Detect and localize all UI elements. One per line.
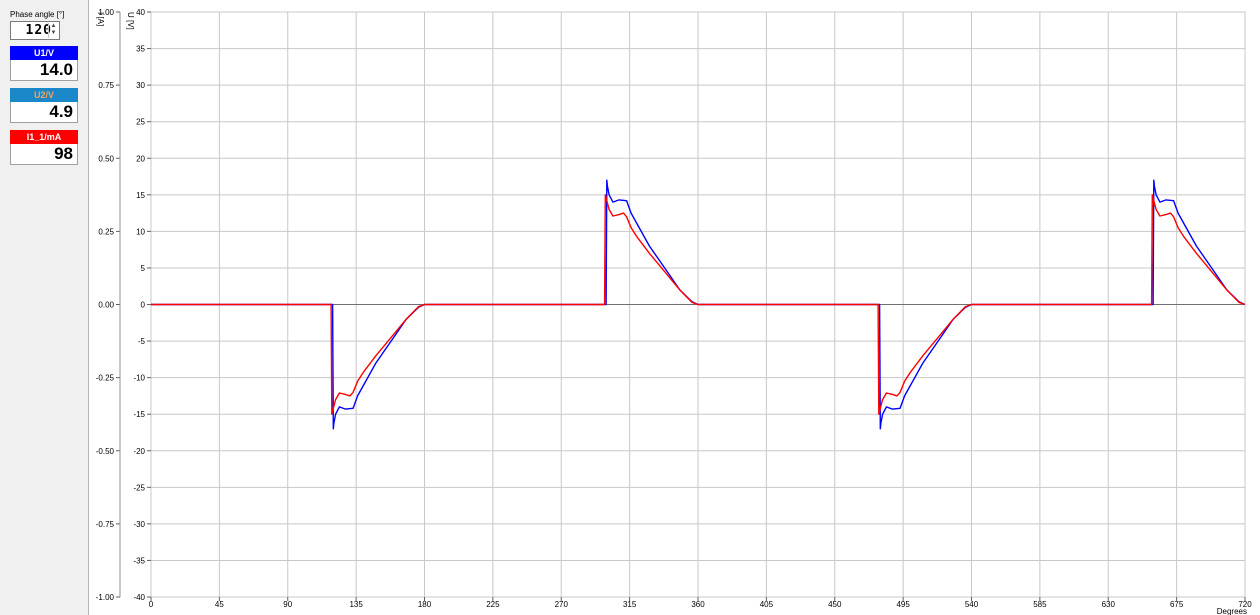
x-tick-label: 675 — [1170, 600, 1184, 609]
u-tick-label: 35 — [136, 45, 145, 54]
meter-i1-label: I1_1/mA — [10, 130, 78, 144]
x-tick-label: 405 — [760, 600, 774, 609]
sidebar: Phase angle [°] 120 ▲ ▼ U1/V 14.0 U2/V 4… — [0, 0, 89, 615]
x-tick-label: 495 — [896, 600, 910, 609]
i-tick-label: -0.50 — [96, 447, 115, 456]
i-tick-label: -0.75 — [96, 520, 115, 529]
meter-u2-label: U2/V — [10, 88, 78, 102]
x-tick-label: 90 — [283, 600, 292, 609]
u-tick-label: -5 — [138, 337, 146, 346]
u-tick-label: -20 — [133, 447, 145, 456]
series — [151, 179, 1246, 430]
u-tick-label: -30 — [133, 520, 145, 529]
x-tick-label: 540 — [965, 600, 979, 609]
i-tick-label: -1.00 — [96, 593, 115, 602]
u-tick-label: -25 — [133, 483, 145, 492]
x-tick-label: 180 — [418, 600, 432, 609]
x-tick-label: 720 — [1238, 600, 1252, 609]
x-tick-label: 135 — [349, 600, 363, 609]
i-tick-label: 1.00 — [98, 8, 114, 17]
meter-u1-label: U1/V — [10, 46, 78, 60]
x-tick-label: 270 — [555, 600, 569, 609]
i-tick-label: -0.25 — [96, 374, 115, 383]
u-tick-label: -35 — [133, 556, 145, 565]
u-tick-label: 5 — [141, 264, 146, 273]
meter-u1[interactable]: U1/V 14.0 — [10, 46, 78, 81]
u-tick-label: 10 — [136, 227, 145, 236]
i-axis-label: I [A] — [96, 12, 105, 26]
u-tick-label: -40 — [133, 593, 145, 602]
i-tick-label: 0.25 — [98, 227, 114, 236]
chart[interactable]: 0 45 90 135 180 225 270 315 360 405 450 495 540 585 63… — [88, 0, 1260, 615]
spin-up-icon[interactable]: ▲ — [50, 23, 57, 29]
u-tick-label: 0 — [141, 301, 146, 310]
meter-u2-value: 4.9 — [10, 102, 78, 123]
phase-angle-arrows[interactable]: ▲ ▼ — [48, 23, 58, 38]
u-tick-label: -10 — [133, 374, 145, 383]
x-axis-label: Degrees — [1217, 607, 1247, 615]
u-tick-label: -15 — [133, 410, 145, 419]
u-axis-label: U [V] — [126, 12, 135, 30]
x-tick-label: 225 — [486, 600, 500, 609]
u-tick-label: 40 — [136, 8, 145, 17]
u-tick-label: 20 — [136, 154, 145, 163]
x-tick-label: 585 — [1033, 600, 1047, 609]
u-tick-label: 25 — [136, 118, 145, 127]
spin-down-icon[interactable]: ▼ — [50, 30, 57, 36]
i-tick-label: 0.50 — [98, 154, 114, 163]
u-tick-label: 15 — [136, 191, 145, 200]
series-line-1 — [151, 194, 1246, 415]
phase-angle-label: Phase angle [°] — [10, 10, 65, 19]
phase-angle-spinner[interactable]: 120 ▲ ▼ — [10, 21, 60, 40]
x-tick-label: 0 — [149, 600, 154, 609]
meter-i1[interactable]: I1_1/mA 98 — [10, 130, 78, 165]
x-tick-label: 450 — [828, 600, 842, 609]
u-tick-label: 30 — [136, 81, 145, 90]
x-tick-label: 360 — [691, 600, 705, 609]
i-tick-label: 0.75 — [98, 81, 114, 90]
meter-u2[interactable]: U2/V 4.9 — [10, 88, 78, 123]
x-tick-label: 315 — [623, 600, 637, 609]
x-tick-label: 630 — [1102, 600, 1116, 609]
i-tick-label: 0.00 — [98, 301, 114, 310]
phase-angle-value[interactable]: 120 — [25, 23, 52, 38]
meter-u1-value: 14.0 — [10, 60, 78, 81]
x-tick-label: 45 — [215, 600, 224, 609]
meter-i1-value: 98 — [10, 144, 78, 165]
axes: 0 45 90 135 180 225 270 315 360 405 450 495 540 585 63… — [96, 8, 1252, 615]
